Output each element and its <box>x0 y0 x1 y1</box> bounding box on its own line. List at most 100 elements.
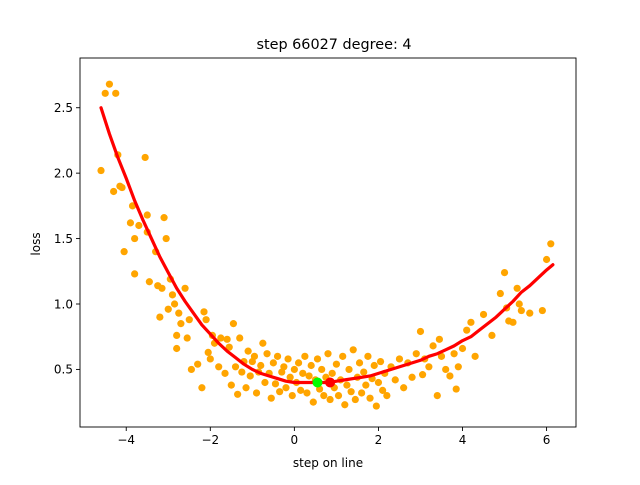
scatter-point <box>110 187 118 196</box>
scatter-point <box>526 309 534 317</box>
scatter-point <box>437 352 446 360</box>
scatter-point <box>173 344 181 353</box>
plot-area: −4 −2 0 2 4 6 0.5 1.0 1.5 2.0 2.5 <box>54 57 577 447</box>
scatter-point <box>452 385 460 393</box>
scatter-point <box>225 343 233 351</box>
scatter-point <box>349 346 357 354</box>
scatter-point <box>467 318 475 326</box>
scatter-point <box>200 308 208 316</box>
scatter-point <box>301 352 309 360</box>
scatter-point <box>450 350 458 358</box>
scatter-point <box>326 395 334 404</box>
y-tick-label: 0.5 <box>54 363 73 377</box>
y-tick-label: 1.5 <box>54 232 73 246</box>
scatter-point <box>379 386 387 394</box>
x-tick-label: 2 <box>375 433 383 447</box>
scatter-point <box>313 355 322 363</box>
scatter-point <box>542 255 551 264</box>
scatter-point <box>435 335 443 343</box>
x-tick-label: 0 <box>291 433 299 447</box>
scatter-point <box>135 221 143 230</box>
scatter-point <box>479 310 488 319</box>
scatter-point <box>339 352 347 360</box>
scatter-point <box>217 334 225 342</box>
scatter-point <box>517 306 525 315</box>
scatter-point <box>223 335 231 343</box>
scatter-point <box>305 372 313 380</box>
scatter-point <box>282 384 290 392</box>
scatter-point <box>177 320 185 328</box>
scatter-point <box>236 334 244 342</box>
scatter-point <box>442 365 450 374</box>
scatter-point <box>429 342 437 350</box>
scatter-point <box>120 248 128 256</box>
scatter-point <box>471 352 479 360</box>
scatter-point <box>267 394 275 402</box>
scatter-point <box>97 166 105 175</box>
scatter-point <box>463 326 471 334</box>
scatter-point <box>299 369 307 377</box>
scatter-point <box>509 318 517 326</box>
scatter-point <box>118 183 126 192</box>
axes-background <box>80 58 576 427</box>
scatter-point <box>347 388 355 396</box>
scatter-point <box>383 392 391 400</box>
x-tick-label: −2 <box>201 433 219 447</box>
scatter-point <box>376 357 385 366</box>
scatter-point <box>160 214 168 222</box>
scatter-point <box>290 365 298 374</box>
scatter-point <box>324 350 332 358</box>
scatter-point <box>412 350 420 358</box>
scatter-point <box>297 386 305 394</box>
scatter-point <box>156 313 164 321</box>
scatter-point <box>143 211 151 219</box>
scatter-point <box>425 363 433 371</box>
scatter-point <box>112 89 120 97</box>
scatter-point <box>496 289 504 298</box>
scatter-point <box>408 373 416 381</box>
scatter-point <box>244 347 252 355</box>
scatter-point <box>358 389 366 397</box>
scatter-point <box>273 352 282 360</box>
scatter-point <box>513 284 521 292</box>
scatter-point <box>202 316 210 324</box>
x-tick-label: −4 <box>117 433 135 447</box>
x-tick-label: 4 <box>459 433 467 447</box>
scatter-point <box>162 234 170 243</box>
scatter-point <box>318 365 326 374</box>
scatter-point <box>128 202 137 210</box>
scatter-point <box>362 381 370 389</box>
scatter-point <box>303 389 311 397</box>
scatter-point <box>355 359 364 367</box>
scatter-point <box>259 339 267 347</box>
scatter-point <box>227 381 235 389</box>
scatter-point <box>170 300 179 308</box>
scatter-point <box>206 355 214 363</box>
scatter-point <box>286 373 294 381</box>
scatter-point <box>370 361 378 370</box>
scatter-point <box>141 153 149 162</box>
scatter-point <box>400 384 408 392</box>
scatter-point <box>547 240 555 248</box>
scatter-point <box>181 284 189 292</box>
scatter-point <box>261 378 269 387</box>
scatter-point <box>372 402 380 410</box>
scatter-point <box>488 331 496 339</box>
scatter-point <box>341 401 349 409</box>
scatter-point <box>175 309 183 317</box>
scatter-point <box>280 363 288 371</box>
scatter-point <box>288 392 296 400</box>
scatter-point <box>187 365 195 374</box>
scatter-point <box>238 368 246 376</box>
scatter-point <box>126 219 135 227</box>
scatter-point <box>105 80 114 88</box>
scatter-point <box>246 372 254 380</box>
scatter-point <box>366 394 374 402</box>
scatter-point <box>101 89 109 97</box>
scatter-point <box>416 327 425 336</box>
scatter-point <box>183 334 191 342</box>
scatter-point <box>320 392 328 400</box>
scatter-point <box>263 350 271 358</box>
